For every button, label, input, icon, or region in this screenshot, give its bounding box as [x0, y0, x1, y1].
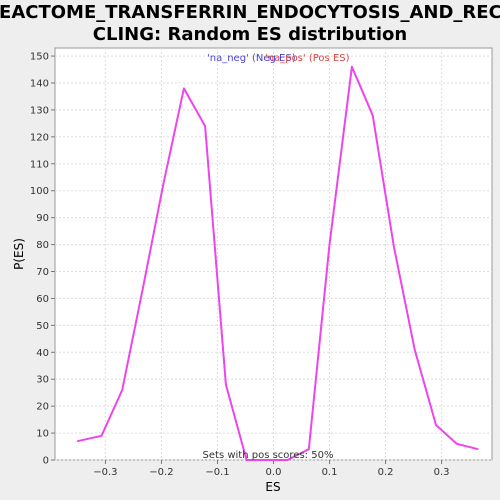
y-axis-ticks: 0 10 20 30 40 50 60 70 80 90 100 110 120 130 140 150 — [30, 52, 55, 467]
y-tick-label: 150 — [30, 52, 49, 63]
data-point — [456, 443, 458, 445]
data-point — [183, 87, 185, 89]
chart-title-line-1: REACTOME_TRANSFERRIN_ENDOCYTOSIS_AND_REC… — [0, 2, 500, 23]
data-point — [246, 459, 248, 461]
data-point — [477, 448, 479, 450]
grid — [55, 48, 492, 461]
y-tick-label: 60 — [36, 294, 49, 305]
legend-entry-neg: 'na_neg' (Neg ES) — [207, 53, 296, 64]
legend-entry-pos: 'na_pos' (Pos ES) — [265, 53, 350, 64]
data-point — [267, 459, 269, 461]
x-tick-label: 0.3 — [434, 467, 450, 478]
y-tick-label: 100 — [30, 186, 49, 197]
y-tick-label: 50 — [36, 321, 49, 332]
chart-title-line-2: CLING: Random ES distribution — [93, 24, 407, 45]
y-tick-label: 90 — [36, 213, 49, 224]
x-tick-label: 0.2 — [378, 467, 394, 478]
data-point — [414, 349, 416, 351]
series-layer — [76, 65, 479, 461]
y-tick-label: 110 — [30, 159, 49, 170]
y-tick-label: 20 — [36, 402, 49, 413]
data-point — [372, 114, 374, 116]
y-tick-label: 120 — [30, 132, 49, 143]
data-point — [351, 66, 353, 68]
data-point — [393, 246, 395, 248]
data-point — [142, 287, 144, 289]
x-axis-label: ES — [265, 480, 280, 494]
data-point — [435, 424, 437, 426]
y-tick-label: 80 — [36, 240, 49, 251]
x-tick-label: 0.0 — [266, 467, 282, 478]
y-tick-label: 130 — [30, 105, 49, 116]
y-tick-label: 10 — [36, 429, 49, 440]
y-tick-label: 30 — [36, 375, 49, 386]
y-tick-label: 40 — [36, 348, 49, 359]
data-point — [328, 244, 331, 246]
y-axis-label: P(ES) — [12, 238, 26, 270]
series-line-0 — [77, 65, 479, 461]
x-tick-label: −0.3 — [93, 467, 117, 478]
x-tick-label: −0.2 — [149, 467, 173, 478]
y-tick-label: 0 — [43, 456, 49, 467]
x-axis-ticks: −0.3 −0.2 −0.1 0.0 0.1 0.2 0.3 — [93, 460, 450, 478]
data-point — [76, 440, 78, 442]
legend: 'na_neg' (Neg ES) 'na_pos' (Pos ES) — [207, 53, 350, 64]
y-tick-label: 70 — [36, 267, 49, 278]
x-tick-label: 0.1 — [322, 467, 338, 478]
data-point — [121, 389, 123, 391]
x-tick-label: −0.1 — [205, 467, 229, 478]
data-point — [204, 125, 206, 127]
data-point — [286, 459, 289, 461]
data-point — [308, 448, 310, 450]
pos-scores-annotation: Sets with pos scores: 50% — [203, 450, 334, 461]
data-point — [162, 184, 164, 186]
data-point — [100, 435, 103, 437]
y-tick-label: 140 — [30, 79, 49, 90]
data-point — [225, 384, 227, 386]
